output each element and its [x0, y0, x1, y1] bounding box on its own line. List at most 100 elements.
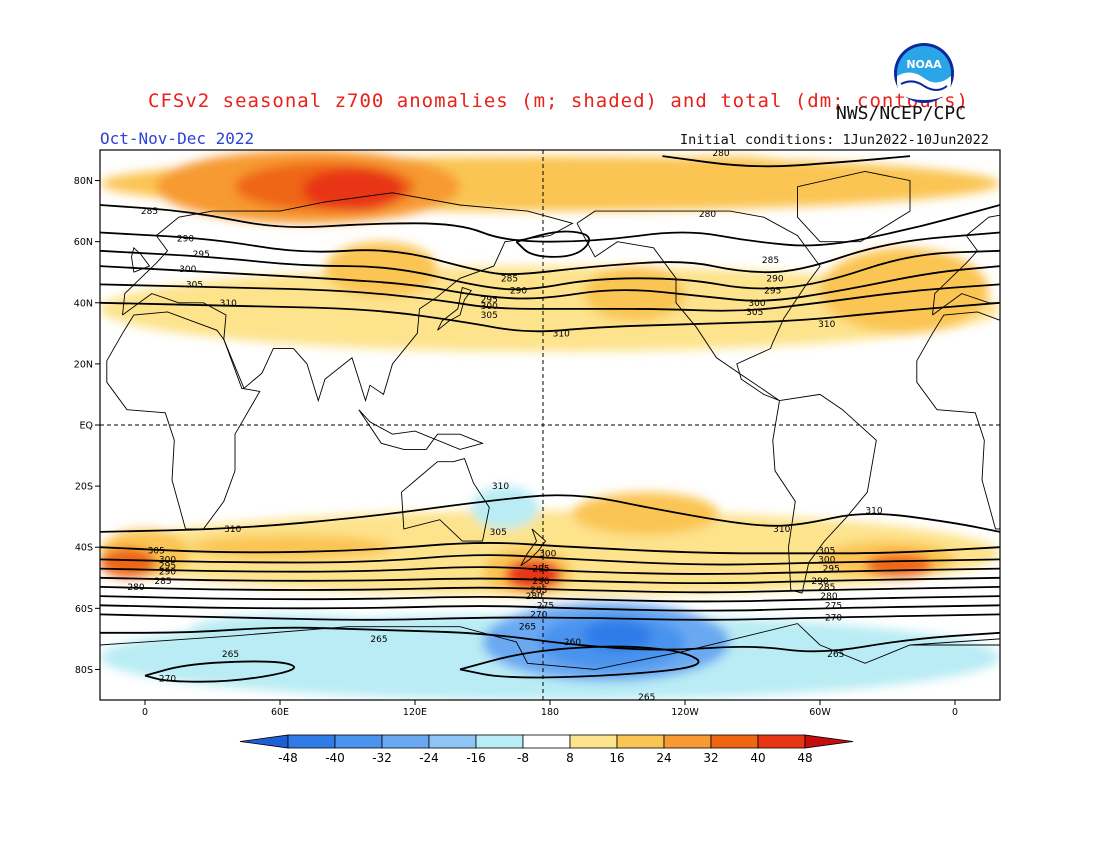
- contour-line: [100, 265, 1000, 302]
- colorbar-arrow-left: [239, 734, 289, 749]
- colorbar-tick-label: 40: [750, 751, 765, 765]
- lon-label: 60E: [271, 707, 289, 718]
- contour-line: [100, 249, 1000, 291]
- contour-labels: 2852902953003053102852902953003053102802…: [127, 150, 882, 703]
- contour-label: 265: [370, 635, 387, 645]
- contour-label: 280: [526, 592, 543, 602]
- lon-label: 0: [142, 707, 148, 718]
- contour-label: 290: [532, 577, 549, 587]
- contour-label: 285: [154, 577, 171, 587]
- contour-line: [100, 542, 1000, 555]
- contour-line: [100, 604, 1000, 612]
- lat-label: 20S: [75, 482, 93, 493]
- contour-label: 300: [179, 265, 196, 275]
- colorbar-tick-label: 24: [656, 751, 671, 765]
- contour-label: 310: [492, 482, 509, 492]
- contour-label: 295: [159, 562, 176, 572]
- contour-label: 295: [193, 250, 210, 260]
- contour-label: 310: [773, 525, 790, 535]
- contour-line: [459, 645, 700, 679]
- contour-label: 285: [818, 583, 835, 593]
- contour-label: 290: [510, 287, 527, 297]
- contour-label: 265: [827, 650, 844, 660]
- colorbar-tick-label: 8: [566, 751, 574, 765]
- contour-line: [515, 230, 591, 258]
- contour-label: 295: [481, 296, 498, 306]
- contour-label: 295: [764, 287, 781, 297]
- contour-line: [100, 301, 1000, 333]
- contour-label: 265: [519, 623, 536, 633]
- lon-label: 120E: [403, 707, 427, 718]
- colorbar-swatch: [757, 734, 806, 749]
- africa-coastline-wrap: [916, 311, 1000, 530]
- new-zealand-coastline: [520, 528, 547, 566]
- colorbar-swatch: [428, 734, 477, 749]
- anomaly-region: [505, 559, 562, 590]
- colorbar-tick-label: 32: [703, 751, 718, 765]
- colorbar-swatch: [475, 734, 524, 749]
- agency-label: NWS/NCEP/CPC: [836, 103, 967, 124]
- contour-label: 305: [148, 546, 165, 556]
- colorbar-swatch: [381, 734, 430, 749]
- contour-label: 265: [222, 650, 239, 660]
- contour-label: 265: [638, 693, 655, 703]
- uk-coastline: [131, 246, 151, 273]
- contour-label: 300: [481, 302, 498, 312]
- contour-label: 275: [825, 601, 842, 611]
- anomaly-region: [572, 492, 719, 535]
- lon-label: 120W: [671, 707, 699, 718]
- contour-label: 295: [823, 565, 840, 575]
- lon-label: 180: [541, 707, 559, 718]
- anomaly-region: [325, 241, 438, 297]
- colorbar-tick-label: -8: [517, 751, 529, 765]
- initial-conditions: Initial conditions: 1Jun2022-10Jun2022: [680, 132, 989, 148]
- contour-label: 300: [159, 555, 176, 565]
- lat-label: EQ: [80, 421, 93, 432]
- contour-line: [100, 283, 1000, 312]
- north-america-coastline: [576, 210, 821, 402]
- colorbar-tick-label: 16: [609, 751, 624, 765]
- contour-line: [100, 494, 1000, 533]
- contour-label: 305: [490, 528, 507, 538]
- contour-label: 310: [818, 320, 835, 330]
- colorbar-swatch: [710, 734, 759, 749]
- contour-label: 300: [748, 299, 765, 309]
- colorbar-swatch: [616, 734, 665, 749]
- colorbar-arrow-right: [804, 734, 854, 749]
- contour-label: 310: [224, 525, 241, 535]
- australia-coastline: [401, 458, 490, 542]
- japan-coastline: [437, 286, 473, 331]
- colorbar-swatch: [334, 734, 383, 749]
- indonesia-coastline: [358, 409, 484, 450]
- africa-coastline: [106, 311, 261, 530]
- anomaly-region: [865, 553, 933, 578]
- contour-label: 260: [564, 638, 581, 648]
- contour-line: [100, 204, 1000, 247]
- lat-label: 60S: [75, 604, 93, 615]
- contour-line: [100, 626, 1000, 653]
- lat-label: 80S: [75, 665, 93, 676]
- contour-label: 275: [537, 601, 554, 611]
- contour-label: 295: [532, 565, 549, 575]
- contour-line: [100, 595, 1000, 603]
- anomaly-region: [651, 156, 798, 181]
- antarctica-coastline: [100, 623, 1000, 670]
- anomaly-region: [820, 247, 989, 334]
- lat-label: 40S: [75, 543, 93, 554]
- anomaly-shading: [100, 150, 1000, 700]
- chart-title: CFSv2 seasonal z700 anomalies (m; shaded…: [148, 90, 969, 112]
- lat-label: 20N: [74, 359, 93, 370]
- colorbar-swatch: [287, 734, 336, 749]
- contour-label: 280: [820, 592, 837, 602]
- contour-line: [100, 613, 1000, 621]
- colorbar-tick-label: -48: [278, 751, 298, 765]
- contour-label: 285: [501, 274, 518, 284]
- anomaly-region: [471, 486, 539, 529]
- noaa-logo-icon: NOAA: [894, 43, 954, 103]
- colorbar-tick-label: -32: [372, 751, 392, 765]
- contour-line: [100, 554, 1000, 566]
- contour-label: 310: [553, 329, 570, 339]
- contour-label: 300: [539, 549, 556, 559]
- contour-label: 290: [811, 577, 828, 587]
